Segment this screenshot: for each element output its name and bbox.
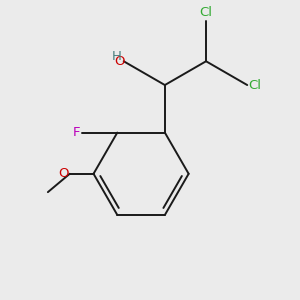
Text: Cl: Cl bbox=[200, 6, 212, 20]
Text: Cl: Cl bbox=[249, 79, 262, 92]
Text: O: O bbox=[115, 55, 125, 68]
Text: F: F bbox=[73, 126, 80, 139]
Text: O: O bbox=[58, 167, 68, 180]
Text: H: H bbox=[112, 50, 122, 63]
